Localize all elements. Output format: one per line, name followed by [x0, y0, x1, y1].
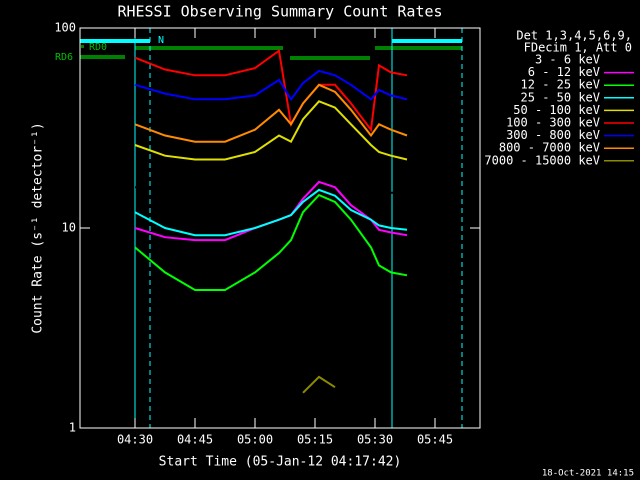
axes-frame [79, 27, 481, 429]
x-tick-label: 05:30 [357, 433, 393, 447]
series-line [134, 180, 408, 242]
x-tick-label: 05:15 [297, 433, 333, 447]
legend-label: 6 - 12 keV [528, 65, 600, 79]
rd0-marker [81, 45, 84, 48]
series-line [134, 83, 408, 143]
series-line [135, 175, 407, 194]
chart-title: RHESSI Observing Summary Count Rates [117, 3, 442, 21]
x-tick-label: 04:45 [177, 433, 213, 447]
x-tick-label: 04:30 [117, 433, 153, 447]
annotation: RD6 [55, 52, 73, 63]
y-tick-label: 100 [54, 21, 76, 35]
x-tick-label: 05:00 [237, 433, 273, 447]
y-tick-label: 1 [69, 421, 76, 435]
legend-label: 7000 - 15000 keV [484, 153, 600, 167]
series-line [134, 48, 408, 133]
legend-header: Det 1,3,4,5,6,9, [516, 29, 632, 43]
annotation: RD0 [89, 42, 107, 53]
y-axis-label: Count Rate (s⁻¹ detector⁻¹) [31, 122, 46, 333]
legend-label: 12 - 25 keV [521, 78, 600, 92]
legend-label: 25 - 50 keV [521, 90, 600, 104]
legend-label: 300 - 800 keV [506, 128, 600, 142]
series-line [302, 375, 336, 394]
legend-label: 100 - 300 keV [506, 116, 600, 130]
series-line [134, 100, 408, 161]
annotation: N [158, 35, 164, 46]
series-line [134, 188, 408, 237]
series-line [134, 69, 408, 102]
x-tick-label: 05:45 [417, 433, 453, 447]
x-axis-label: Start Time (05-Jan-12 04:17:42) [159, 455, 402, 470]
legend-label: 800 - 7000 keV [499, 141, 600, 155]
legend-label: 3 - 6 keV [535, 53, 600, 67]
plot-area [134, 48, 408, 394]
footer: 18-Oct-2021 14:15 [542, 469, 634, 479]
legend-header: FDecim 1, Att 0 [524, 41, 632, 55]
legend-label: 50 - 100 keV [513, 103, 600, 117]
series-line [134, 193, 408, 291]
y-tick-label: 10 [62, 221, 76, 235]
